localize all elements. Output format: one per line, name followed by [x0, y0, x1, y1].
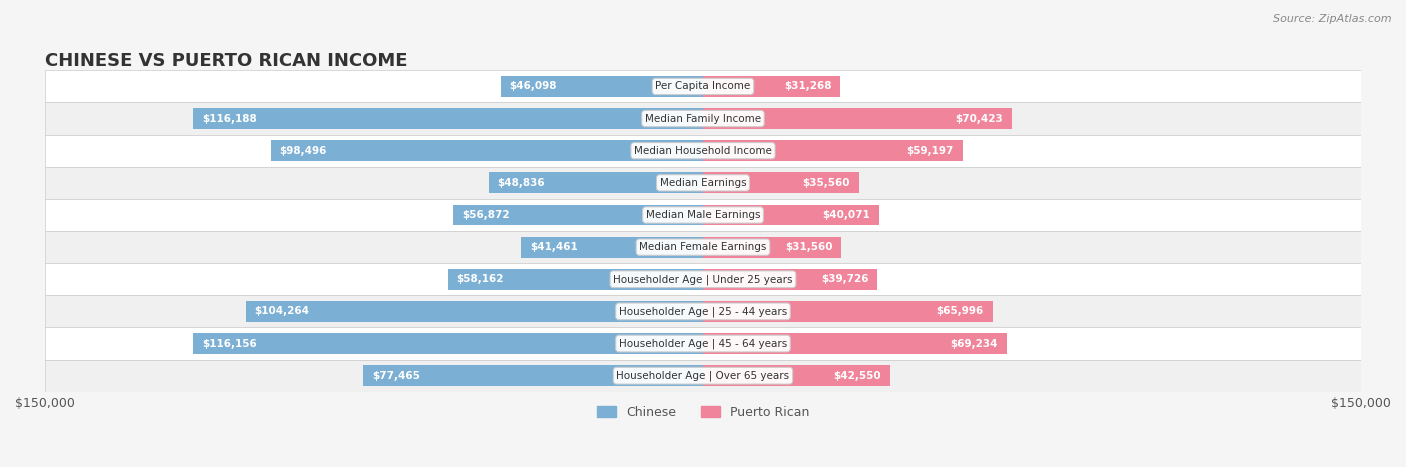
- Bar: [45, 167, 1361, 199]
- Text: Householder Age | 25 - 44 years: Householder Age | 25 - 44 years: [619, 306, 787, 317]
- Text: Per Capita Income: Per Capita Income: [655, 81, 751, 92]
- Text: $58,162: $58,162: [457, 274, 505, 284]
- Text: Median Household Income: Median Household Income: [634, 146, 772, 156]
- Text: $35,560: $35,560: [803, 178, 851, 188]
- Bar: [45, 231, 1361, 263]
- Bar: [271, 140, 703, 161]
- Bar: [454, 205, 703, 226]
- Bar: [703, 237, 841, 258]
- Text: Median Family Income: Median Family Income: [645, 113, 761, 124]
- Text: Median Female Earnings: Median Female Earnings: [640, 242, 766, 252]
- Text: Median Male Earnings: Median Male Earnings: [645, 210, 761, 220]
- Text: $56,872: $56,872: [463, 210, 510, 220]
- Text: $31,560: $31,560: [785, 242, 832, 252]
- Text: $98,496: $98,496: [280, 146, 328, 156]
- Text: Householder Age | Under 25 years: Householder Age | Under 25 years: [613, 274, 793, 284]
- Bar: [246, 301, 703, 322]
- Bar: [45, 134, 1361, 167]
- Bar: [703, 205, 879, 226]
- Text: $39,726: $39,726: [821, 274, 869, 284]
- Bar: [45, 360, 1361, 392]
- Bar: [703, 76, 841, 97]
- Bar: [522, 237, 703, 258]
- Legend: Chinese, Puerto Rican: Chinese, Puerto Rican: [592, 401, 814, 424]
- Text: $77,465: $77,465: [373, 371, 420, 381]
- Bar: [703, 172, 859, 193]
- Bar: [501, 76, 703, 97]
- Text: $59,197: $59,197: [907, 146, 953, 156]
- Text: $46,098: $46,098: [509, 81, 557, 92]
- Bar: [703, 365, 890, 386]
- Text: $116,156: $116,156: [202, 339, 257, 348]
- Text: $69,234: $69,234: [950, 339, 998, 348]
- Text: Householder Age | 45 - 64 years: Householder Age | 45 - 64 years: [619, 338, 787, 349]
- Bar: [45, 71, 1361, 102]
- Bar: [703, 301, 993, 322]
- Bar: [45, 102, 1361, 134]
- Bar: [45, 327, 1361, 360]
- Text: $40,071: $40,071: [823, 210, 870, 220]
- Text: $65,996: $65,996: [936, 306, 984, 317]
- Bar: [193, 108, 703, 129]
- Bar: [45, 263, 1361, 295]
- Text: $31,268: $31,268: [785, 81, 831, 92]
- Bar: [194, 333, 703, 354]
- Text: $70,423: $70,423: [956, 113, 1002, 124]
- Bar: [45, 199, 1361, 231]
- Bar: [703, 269, 877, 290]
- Bar: [703, 333, 1007, 354]
- Text: Source: ZipAtlas.com: Source: ZipAtlas.com: [1274, 14, 1392, 24]
- Text: Median Earnings: Median Earnings: [659, 178, 747, 188]
- Bar: [703, 108, 1012, 129]
- Bar: [489, 172, 703, 193]
- Text: $104,264: $104,264: [254, 306, 309, 317]
- Bar: [45, 295, 1361, 327]
- Text: Householder Age | Over 65 years: Householder Age | Over 65 years: [616, 370, 790, 381]
- Bar: [449, 269, 703, 290]
- Bar: [703, 140, 963, 161]
- Text: $116,188: $116,188: [202, 113, 257, 124]
- Text: $48,836: $48,836: [498, 178, 546, 188]
- Text: CHINESE VS PUERTO RICAN INCOME: CHINESE VS PUERTO RICAN INCOME: [45, 52, 408, 71]
- Bar: [363, 365, 703, 386]
- Text: $42,550: $42,550: [834, 371, 882, 381]
- Text: $41,461: $41,461: [530, 242, 578, 252]
